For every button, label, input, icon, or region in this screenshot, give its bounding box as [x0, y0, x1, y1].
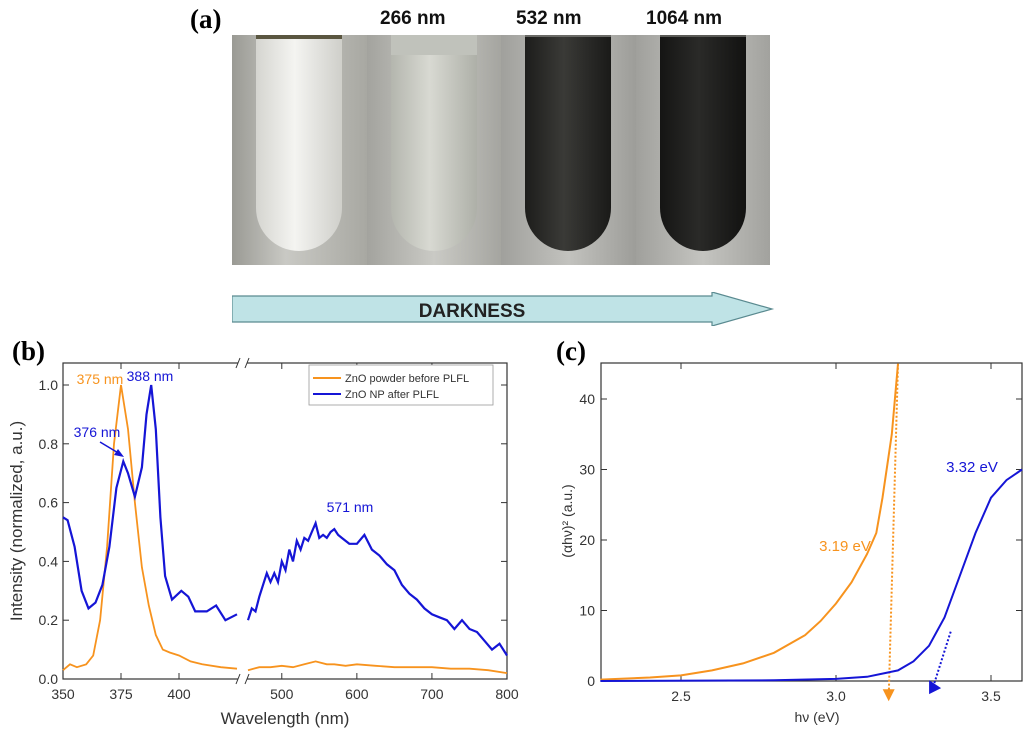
annotation-arrow-head — [114, 449, 124, 457]
y-tick-label: 0 — [587, 673, 595, 689]
legend-entry: ZnO NP after PLFL — [345, 389, 439, 401]
peak-annotation: 388 nm — [127, 368, 174, 384]
axis-break-gap-top — [238, 359, 247, 367]
x-axis-label: hν (eV) — [794, 709, 839, 725]
vial-photo-266nm — [366, 35, 501, 265]
axis-break-gap-bottom — [238, 675, 247, 683]
x-tick-label: 350 — [51, 686, 75, 702]
peak-annotation: 376 nm — [74, 424, 121, 440]
panel-b-frame — [62, 362, 508, 680]
panel-a-label: (a) — [190, 4, 222, 34]
legend-entry: ZnO powder before PLFL — [345, 373, 469, 385]
label-532nm: 532 nm — [516, 8, 582, 29]
series-blue-line — [62, 384, 238, 622]
y-axis-label: (αhν)² (a.u.) — [559, 484, 575, 557]
peak-annotation: 375 nm — [77, 371, 124, 387]
axis-break-mark — [235, 357, 241, 369]
vial-photographs — [232, 35, 770, 265]
x-tick-label: 400 — [167, 686, 191, 702]
y-tick-label: 40 — [579, 391, 595, 407]
x-tick-label: 700 — [420, 686, 444, 702]
peak-annotation: 571 nm — [327, 499, 374, 515]
vial-darkest — [659, 35, 746, 251]
x-tick-label: 500 — [270, 686, 294, 702]
tangent-line — [887, 363, 899, 698]
darkness-arrow: DARKNESS — [232, 292, 775, 326]
bandgap-annotation: 3.19 eV — [819, 538, 871, 555]
axis-break-mark — [244, 357, 250, 369]
panel-c-frame — [600, 362, 1023, 682]
y-axis-label: Intensity (normalized, a.u.) — [7, 421, 26, 621]
series-orange-line — [600, 363, 899, 681]
x-tick-label: 3.5 — [981, 688, 1001, 704]
label-1064nm: 1064 nm — [646, 8, 723, 29]
vial-dark — [525, 35, 612, 251]
y-tick-label: 0.2 — [39, 612, 59, 628]
axis-break-mark — [235, 673, 241, 685]
y-tick-label: 30 — [579, 462, 595, 478]
legend-box — [308, 364, 494, 406]
x-tick-label: 3.0 — [826, 688, 846, 704]
series-orange-line — [247, 660, 508, 674]
y-tick-label: 0.6 — [39, 495, 59, 511]
vial-photo-untreated — [232, 35, 367, 265]
y-tick-label: 0.0 — [39, 671, 59, 687]
series-blue-line — [246, 519, 508, 657]
darkness-arrow-shape — [232, 292, 775, 326]
tangent-arrow-head — [882, 689, 895, 702]
x-tick-label: 800 — [495, 686, 519, 702]
axis-break-mark — [244, 673, 250, 685]
y-tick-label: 0.4 — [39, 553, 59, 569]
label-266nm: 266 nm — [380, 8, 446, 29]
panel-b-label: (b) — [12, 336, 45, 366]
y-tick-label: 1.0 — [39, 377, 59, 393]
series-orange-line — [62, 384, 238, 671]
vial-photo-1064nm — [635, 35, 770, 265]
vial-photo-532nm — [501, 35, 636, 265]
y-tick-label: 0.8 — [39, 436, 59, 452]
x-tick-label: 375 — [109, 686, 133, 702]
y-tick-label: 10 — [579, 603, 595, 619]
x-tick-label: 2.5 — [671, 688, 691, 704]
vial-light-gray — [390, 35, 477, 251]
vial-clear — [256, 35, 343, 251]
x-axis-label: Wavelength (nm) — [221, 709, 350, 728]
panel-c-label: (c) — [556, 336, 586, 366]
y-tick-label: 20 — [579, 532, 595, 548]
tangent-arrow-head — [929, 680, 942, 695]
darkness-arrow-text: DARKNESS — [419, 301, 526, 322]
series-blue-line — [600, 468, 1023, 682]
bandgap-annotation: 3.32 eV — [946, 459, 998, 476]
x-tick-label: 600 — [345, 686, 369, 702]
